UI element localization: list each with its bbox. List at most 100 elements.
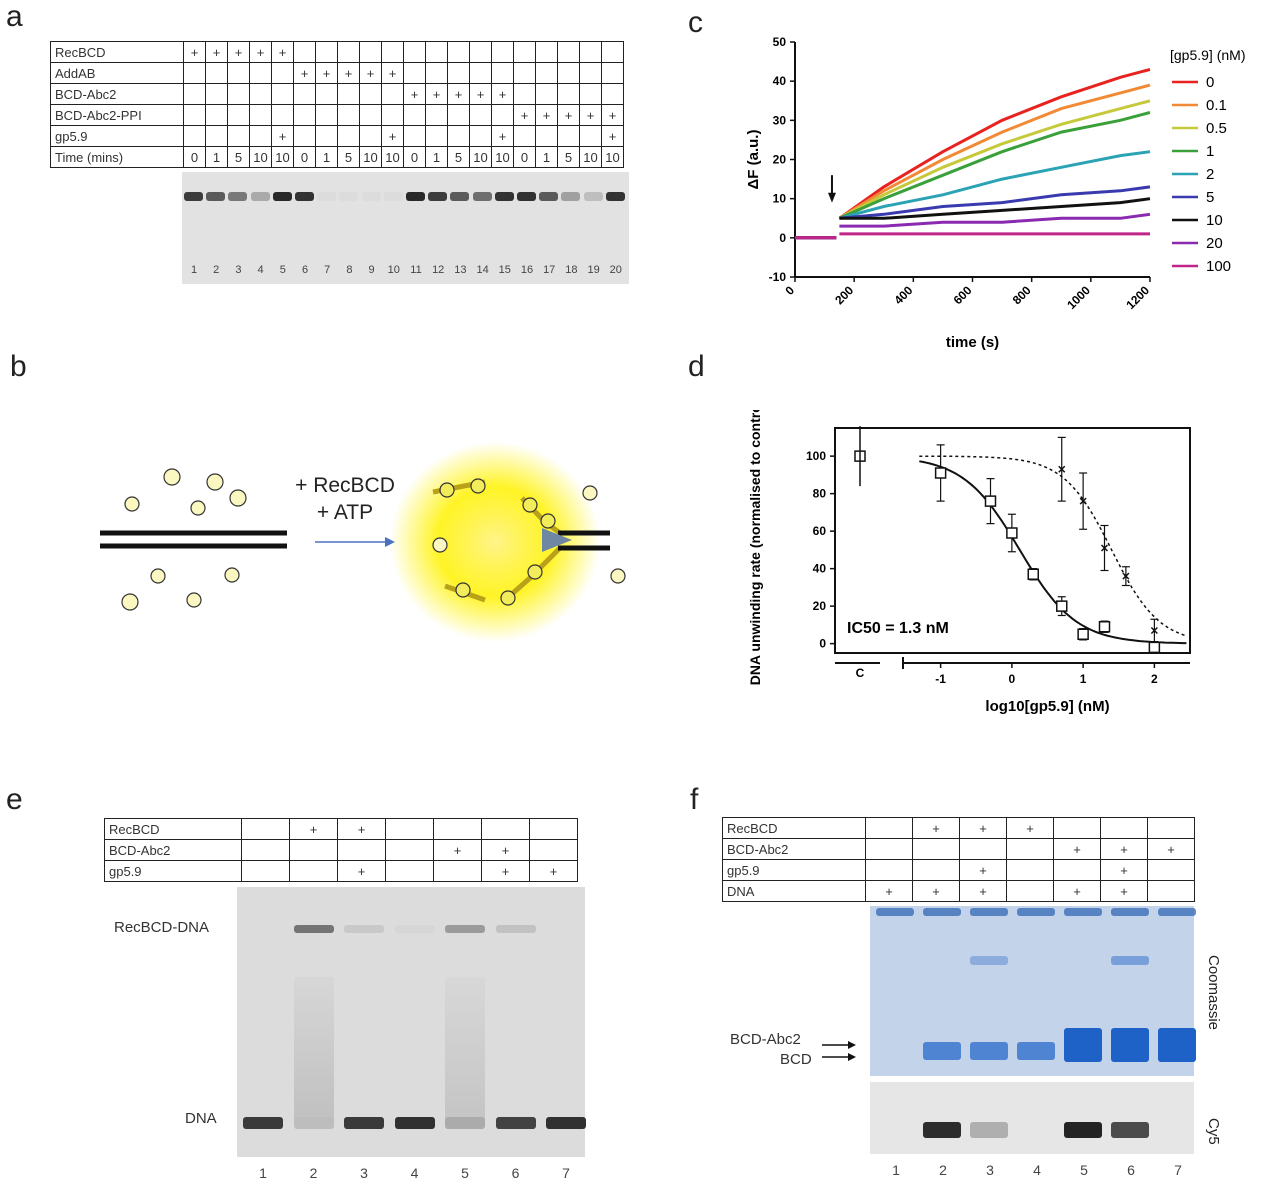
table-cell — [227, 125, 250, 147]
table-cell — [205, 125, 228, 147]
table-cell: + — [315, 62, 338, 84]
lane-number: 7 — [324, 264, 331, 276]
table-cell — [1100, 817, 1148, 839]
row-label: BCD-Abc2 — [104, 839, 242, 861]
gel-band-protein — [1017, 1042, 1055, 1060]
lane-number: 19 — [587, 264, 600, 276]
gel-well — [923, 908, 961, 916]
panel-a-gel: 1 2 3 4 5 6 7 8 9 10 11 12 13 14 15 16 17 18 19 20 — [182, 172, 629, 284]
lane-number: 6 — [511, 1165, 520, 1181]
gel-band-dna — [495, 1117, 536, 1129]
y-tick-label: 40 — [813, 562, 827, 576]
gel-band-dna — [243, 1117, 283, 1129]
table-cell — [959, 838, 1007, 860]
lane-number: 15 — [498, 264, 511, 276]
table-cell: + — [433, 839, 482, 861]
table-cell: 1 — [425, 146, 448, 168]
table-cell: 0 — [403, 146, 426, 168]
lane-number: 12 — [432, 264, 445, 276]
lane-number: 4 — [1033, 1162, 1041, 1178]
series-line-5 — [839, 185, 1151, 220]
table-cell: + — [959, 859, 1007, 881]
x-tick-label: 200 — [832, 283, 856, 307]
table-cell — [205, 104, 228, 126]
lane-number: 14 — [476, 264, 489, 276]
gel-band-shifted — [1111, 956, 1149, 965]
table-cell: 10 — [359, 146, 382, 168]
table-cell: + — [529, 860, 578, 882]
table-cell: + — [337, 62, 360, 84]
table-cell — [381, 83, 404, 105]
gel-band-complex — [495, 925, 536, 933]
row-label: BCD-Abc2 — [50, 83, 184, 105]
y-tick-label: -10 — [769, 270, 787, 284]
table-row: DNA + + + + + — [722, 880, 1195, 902]
table-cell: + — [912, 880, 960, 902]
x-tick-label: 400 — [891, 283, 915, 307]
gel-well — [1064, 908, 1102, 916]
x-tick-label: C — [856, 666, 865, 680]
table-cell — [529, 839, 578, 861]
gel-band-dna — [344, 1117, 384, 1129]
table-cell — [447, 41, 470, 63]
table-cell — [491, 104, 514, 126]
gel-well — [876, 908, 914, 916]
gel-well — [1111, 908, 1149, 916]
series-line-10 — [839, 197, 1151, 220]
table-cell — [557, 125, 580, 147]
lane-number: 2 — [213, 264, 220, 276]
table-cell: + — [183, 41, 206, 63]
gel-band — [450, 192, 470, 201]
table-cell — [912, 859, 960, 881]
x-tick-label: -1 — [935, 672, 946, 686]
table-cell — [359, 104, 382, 126]
y-tick-label: 80 — [813, 487, 827, 501]
table-cell — [315, 125, 338, 147]
recbcd-enzyme — [542, 528, 572, 552]
lane-number: 2 — [309, 1165, 318, 1181]
x-tick-label: 1 — [1080, 672, 1087, 686]
gel-band — [295, 192, 314, 201]
table-cell: + — [557, 104, 580, 126]
panel-f-cy5-gel: 1 2 3 4 5 6 7 — [870, 1082, 1194, 1178]
table-cell — [425, 41, 448, 63]
table-cell — [271, 83, 294, 105]
table-cell — [337, 41, 360, 63]
lane-number: 6 — [1127, 1162, 1135, 1178]
table-cell — [1006, 859, 1054, 881]
gel-band — [494, 192, 514, 201]
x-tick-label: 600 — [951, 283, 975, 307]
table-cell: + — [381, 125, 404, 147]
panel-letter-b: b — [10, 350, 27, 383]
table-cell — [491, 62, 514, 84]
legend-label: 5 — [1206, 189, 1214, 206]
table-cell — [183, 83, 206, 105]
gel-smear — [293, 977, 334, 1127]
table-cell: + — [481, 839, 530, 861]
cy5-label: Cy5 — [1205, 1118, 1222, 1145]
table-cell: + — [959, 880, 1007, 902]
gel-band — [250, 192, 270, 201]
table-cell — [205, 62, 228, 84]
table-row: BCD-Abc2 + + — [104, 839, 578, 861]
table-cell: + — [359, 62, 382, 84]
table-cell: + — [1147, 838, 1195, 860]
data-point-x — [1122, 572, 1130, 580]
gel-band-dna — [445, 1117, 485, 1129]
lane-number: 1 — [892, 1162, 900, 1178]
recbcd-dna-band-label: RecBCD-DNA — [114, 919, 210, 936]
table-cell: + — [535, 104, 558, 126]
panel-f-condition-table: RecBCD + + + BCD-Abc2 + + + gp5.9 + + DNA + + + + + — [722, 817, 1195, 902]
x-axis-label: log10[gp5.9] (nM) — [985, 698, 1109, 715]
plot-frame — [834, 427, 1191, 654]
data-point-square — [1006, 527, 1018, 539]
table-cell: + — [289, 818, 338, 840]
gel-smear — [445, 977, 485, 1127]
gel-band-cy5 — [970, 1122, 1008, 1138]
lane-number: 5 — [279, 264, 286, 276]
lane-number: 5 — [461, 1165, 469, 1181]
reaction-label-line1: + RecBCD — [295, 474, 395, 497]
series-line-0.5 — [838, 99, 1151, 220]
table-cell — [1006, 880, 1054, 902]
